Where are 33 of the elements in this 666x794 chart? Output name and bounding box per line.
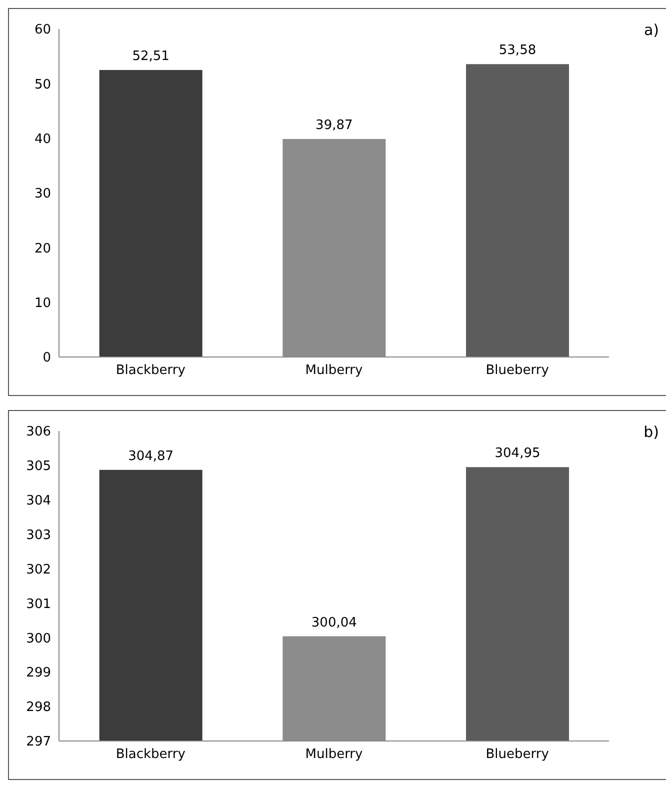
y-tick-label: 10 <box>34 296 51 311</box>
data-label: 52,51 <box>132 48 170 64</box>
y-tick-label: 299 <box>26 666 51 681</box>
y-tick-label: 30 <box>34 186 51 202</box>
y-tick-label: 300 <box>26 631 51 646</box>
data-label: 300,04 <box>311 615 357 630</box>
y-tick-label: 60 <box>34 22 51 38</box>
x-tick-label: Blackberry <box>116 747 186 762</box>
x-tick-label: Blueberry <box>486 747 550 762</box>
y-tick-label: 298 <box>26 700 51 716</box>
y-tick-label: 50 <box>34 77 51 92</box>
x-tick-label: Blueberry <box>486 363 550 378</box>
y-tick-label: 305 <box>26 459 51 474</box>
y-tick-label: 304 <box>26 494 51 509</box>
text: b) <box>644 423 659 441</box>
y-tick-label: 297 <box>26 734 51 750</box>
y-tick-label: 306 <box>26 424 51 440</box>
bar <box>99 70 202 357</box>
text: a) <box>644 21 659 39</box>
data-label: 304,95 <box>494 446 540 462</box>
x-tick-label: Mulberry <box>305 363 364 378</box>
y-tick-label: 301 <box>26 596 51 612</box>
y-tick-label: 40 <box>34 132 51 147</box>
data-label: 53,58 <box>498 43 536 58</box>
y-tick-label: 0 <box>42 350 51 366</box>
bar <box>466 64 569 357</box>
y-tick-label: 303 <box>26 528 51 543</box>
x-tick-label: Mulberry <box>305 747 364 762</box>
data-label: 304,87 <box>128 448 174 464</box>
data-label: 39,87 <box>316 118 353 134</box>
y-tick-label: 302 <box>26 562 51 578</box>
x-tick-label: Blackberry <box>116 363 186 378</box>
y-tick-label: 20 <box>34 241 51 256</box>
